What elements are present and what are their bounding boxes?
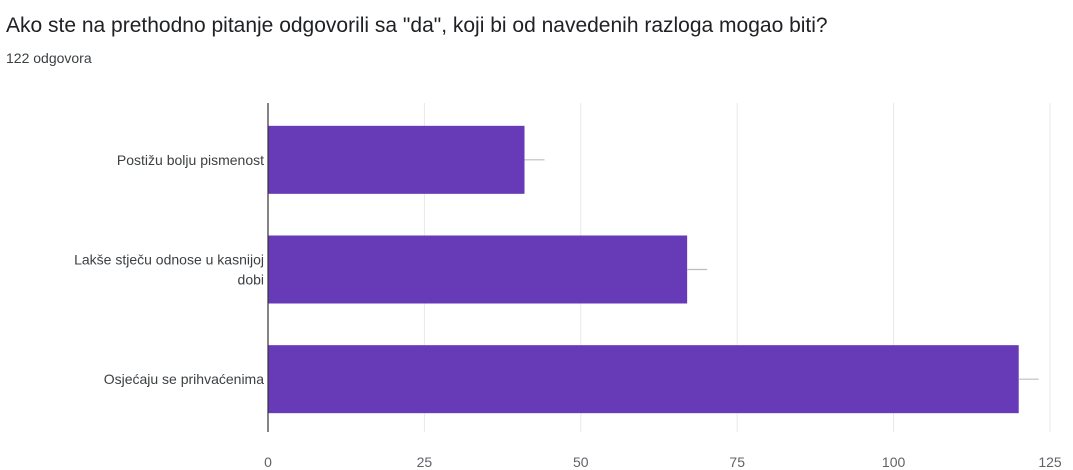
bar <box>268 235 688 304</box>
error-bars <box>524 159 1039 380</box>
chart-title: Ako ste na prethodno pitanje odgovorili … <box>6 14 828 37</box>
x-tick-label: 25 <box>417 454 433 470</box>
x-tick-label: 0 <box>264 454 272 470</box>
tick-labels: 0 25 50 75 100 125 <box>264 454 1062 470</box>
category-labels: Postižu bolju pismenost Lakše stječu odno… <box>74 152 264 387</box>
category-label: Lakše stječu odnose u kasnijoj <box>74 252 264 268</box>
category-label: Osjećaju se prihvaćenima <box>104 371 265 387</box>
x-tick-label: 100 <box>882 454 906 470</box>
x-tick-label: 50 <box>573 454 589 470</box>
category-label: Postižu bolju pismenost <box>117 152 264 168</box>
x-tick-label: 125 <box>1038 454 1062 470</box>
bar <box>268 345 1019 414</box>
x-tick-label: 75 <box>729 454 745 470</box>
bars <box>268 125 1019 414</box>
response-count: 122 odgovora <box>6 50 92 66</box>
bar <box>268 125 525 194</box>
category-label: dobi <box>238 272 264 288</box>
